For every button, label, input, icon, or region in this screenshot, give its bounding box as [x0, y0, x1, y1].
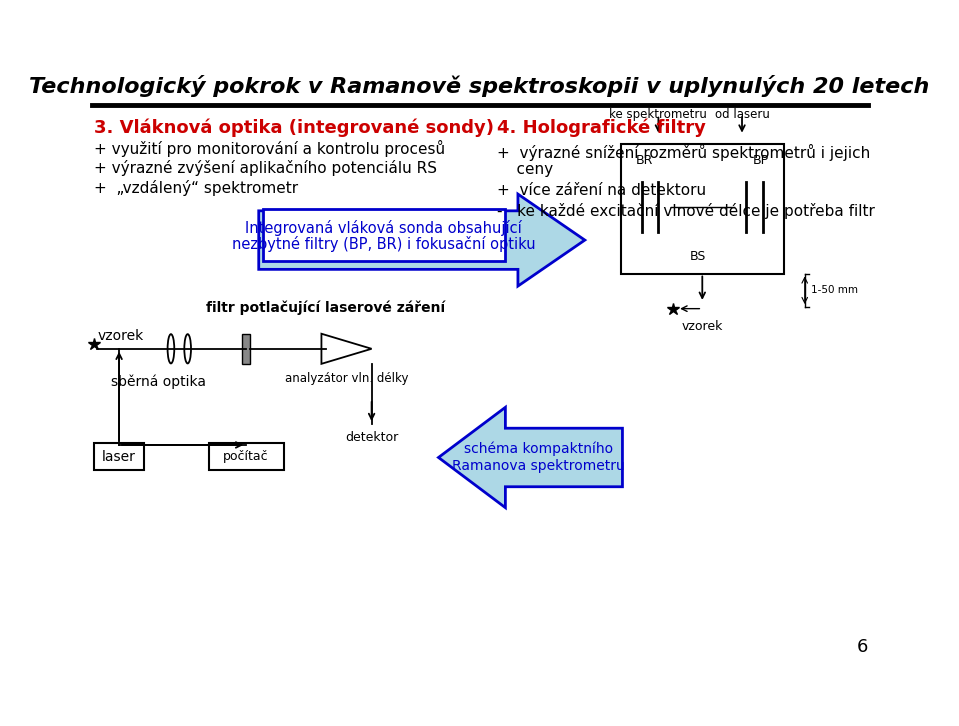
Text: + výrazné zvýšení aplikačního potenciálu RS: + výrazné zvýšení aplikačního potenciálu…	[94, 160, 437, 176]
Polygon shape	[321, 334, 371, 364]
Text: Integrovaná vláková sonda obsahující: Integrovaná vláková sonda obsahující	[246, 219, 522, 235]
Bar	[242, 334, 250, 364]
Bar	[620, 144, 784, 274]
Text: vzorek: vzorek	[98, 330, 144, 343]
Text: Ramanova spektrometru: Ramanova spektrometru	[453, 459, 625, 473]
Polygon shape	[438, 407, 622, 507]
Bar	[208, 444, 284, 470]
Text: +  výrazné snížení rozměrů spektrometrů i jejich: + výrazné snížení rozměrů spektrometrů i…	[497, 144, 870, 161]
Text: BS: BS	[690, 250, 706, 263]
Text: BP: BP	[753, 154, 768, 167]
Text: vzorek: vzorek	[682, 319, 723, 333]
Text: ceny: ceny	[497, 163, 553, 177]
Text: 4. Holografické filtry: 4. Holografické filtry	[497, 119, 706, 137]
Text: ke spektrometru: ke spektrometru	[610, 108, 708, 121]
Text: analyzátor vln. délky: analyzátor vln. délky	[285, 372, 409, 386]
Ellipse shape	[184, 334, 191, 364]
Text: 3. Vláknová optika (integrované sondy): 3. Vláknová optika (integrované sondy)	[94, 119, 494, 137]
Text: 6: 6	[857, 638, 868, 656]
Text: 1-50 mm: 1-50 mm	[811, 285, 858, 295]
Text: laser: laser	[103, 449, 136, 464]
Text: +  „vzdálený“ spektrometr: + „vzdálený“ spektrometr	[94, 180, 298, 196]
Text: detektor: detektor	[345, 431, 398, 444]
Text: sběrná optika: sběrná optika	[111, 375, 206, 389]
Text: Technologický pokrok v Ramanově spektroskopii v uplynulých 20 letech: Technologický pokrok v Ramanově spektros…	[30, 75, 929, 97]
Text: od laseru: od laseru	[714, 108, 769, 121]
Bar	[94, 444, 144, 470]
FancyBboxPatch shape	[263, 209, 504, 261]
Text: -   ke každé excitační vlnové délce je potřeba filtr: - ke každé excitační vlnové délce je pot…	[497, 203, 875, 219]
Text: + využití pro monitorování a kontrolu procesů: + využití pro monitorování a kontrolu pr…	[94, 139, 445, 157]
Ellipse shape	[168, 334, 175, 364]
Text: +  více záření na detektoru: + více záření na detektoru	[497, 183, 706, 198]
Text: nezbytné filtry (BP, BR) i fokusační optiku: nezbytné filtry (BP, BR) i fokusační opt…	[232, 236, 535, 252]
Polygon shape	[259, 194, 585, 286]
Text: počítač: počítač	[223, 450, 269, 463]
Text: schéma kompaktního: schéma kompaktního	[464, 442, 614, 457]
Text: filtr potlačující laserové záření: filtr potlačující laserové záření	[206, 301, 445, 315]
Text: BR: BR	[636, 154, 653, 167]
